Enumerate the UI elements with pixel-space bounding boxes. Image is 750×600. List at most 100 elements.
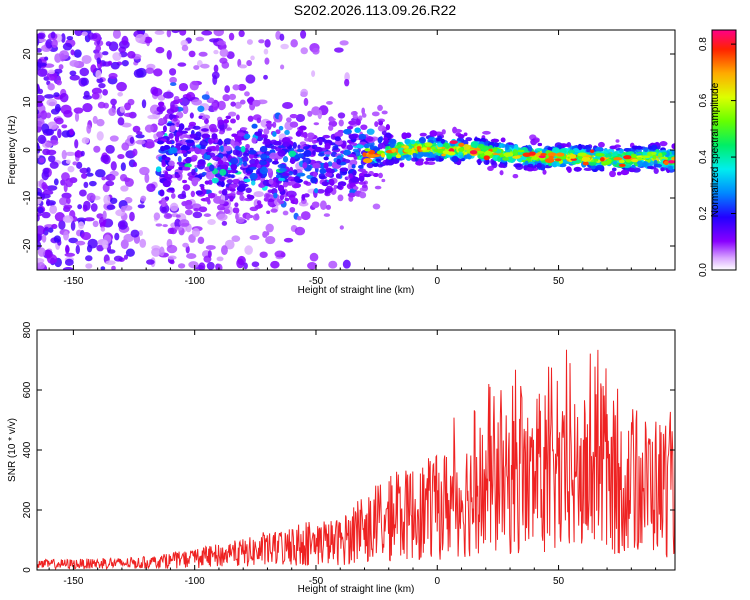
spectrogram-cell (613, 157, 623, 161)
spectrogram-cell (112, 30, 121, 39)
x-tick-label: 0 (434, 276, 440, 287)
spectrogram-cell (150, 86, 159, 95)
spectrogram-cell (278, 114, 283, 122)
spectrogram-cell (72, 161, 78, 166)
spectrogram-cell (313, 122, 320, 126)
spectrogram-cell (635, 152, 642, 157)
spectrogram-cell (232, 178, 241, 185)
spectrogram-cell (193, 208, 200, 212)
spectrogram-cell (484, 150, 493, 156)
spectrogram-cell (243, 262, 248, 270)
spectrogram-cell (441, 153, 446, 157)
x-tick-label: 0 (434, 576, 440, 587)
spectrogram-cell (499, 153, 505, 158)
spectrogram-cell (551, 147, 560, 154)
spectrogram-cell (263, 48, 269, 55)
spectrogram-cell (213, 49, 219, 55)
snr-y-ticks: 0 200 400 600 800 (22, 321, 675, 573)
spectrogram-cell (399, 162, 405, 168)
spectrogram-cell (352, 170, 357, 176)
colorbar-tick-label: 0.0 (698, 263, 709, 277)
spectrogram-cell (105, 144, 115, 154)
spectrogram-cell (37, 32, 46, 40)
spectrogram-cell (41, 234, 47, 243)
spectrogram-cell (254, 158, 260, 165)
spectrogram-cell (570, 158, 578, 161)
spectrogram-cell (631, 158, 639, 163)
spectrogram-cell (138, 230, 144, 236)
spectrogram-cell (249, 234, 260, 241)
spectrogram-cell (527, 163, 534, 168)
spectrogram-cell (245, 187, 252, 194)
spectrogram-y-ticks: -20 -10 0 10 20 (22, 48, 675, 253)
spectrogram-cell (566, 166, 572, 172)
spectrogram-cell (85, 255, 93, 262)
spectrogram-cell (136, 131, 143, 136)
spectrogram-cell (86, 192, 96, 202)
spectrogram-cell (37, 94, 45, 103)
spectrogram-cell (211, 103, 218, 107)
spectrogram-cell (230, 184, 239, 188)
spectrogram-cell (362, 170, 368, 174)
spectrogram-cell (166, 165, 175, 170)
spectrogram-cell (92, 33, 98, 40)
spectrogram-cell (53, 92, 60, 98)
spectrogram-cell (242, 160, 248, 167)
spectrogram-cell (184, 209, 193, 216)
spectrogram-cell (64, 258, 74, 266)
snr-x-ticks: -150 -100 -50 0 50 (48, 330, 657, 587)
spectrogram-cell (217, 138, 223, 146)
spectrogram-cell (178, 166, 184, 171)
spectrogram-cell (637, 156, 643, 161)
spectrogram-cell (274, 250, 286, 258)
spectrogram-cell (87, 238, 98, 249)
spectrogram-cell (96, 77, 104, 84)
spectrogram-cell (646, 165, 654, 170)
spectrogram-cell (120, 162, 126, 172)
colorbar: 0.0 0.2 0.4 0.6 0.8 Normalized spectral ampl… (698, 29, 737, 277)
spectrogram-cell (280, 64, 285, 70)
spectrogram-cell (296, 172, 306, 177)
spectrogram-cell (643, 147, 649, 153)
spectrogram-cell (185, 245, 190, 254)
spectrogram-cell (246, 171, 252, 175)
spectrogram-cell (490, 138, 500, 143)
spectrogram-cell (618, 163, 626, 168)
spectrogram-cell (144, 36, 153, 44)
spectrogram-cell (259, 167, 268, 175)
spectrogram-cell (328, 125, 334, 131)
spectrogram-cell (53, 178, 59, 186)
spectrogram-cell (100, 226, 106, 232)
spectrogram-cell (503, 152, 514, 157)
spectrogram-cell (103, 194, 111, 205)
spectrogram-cell (169, 202, 179, 212)
spectrogram-cell (228, 111, 237, 117)
spectrogram-cell (54, 212, 65, 222)
spectrogram-cell (473, 137, 481, 142)
snr-y-label: SNR (10 * v/v) (7, 418, 18, 482)
spectrogram-cell (284, 129, 290, 135)
spectrogram-cell (226, 51, 235, 60)
spectrogram-cell (61, 124, 68, 129)
spectrogram-cell (424, 142, 433, 147)
y-tick-label: 10 (22, 96, 33, 108)
spectrogram-cell (235, 114, 240, 121)
spectrogram-cell (201, 171, 207, 176)
spectrogram-cell (325, 204, 332, 210)
spectrogram-cell (182, 104, 189, 115)
spectrogram-cell (45, 38, 53, 49)
spectrogram-cell (63, 109, 73, 118)
spectrogram-cell (74, 30, 83, 37)
y-tick-label: 400 (22, 441, 33, 458)
spectrogram-cell (169, 147, 178, 154)
spectrogram-cell (288, 194, 296, 202)
spectrogram-cell (188, 121, 197, 127)
spectrogram-cell (211, 133, 218, 140)
y-tick-label: 0 (22, 567, 33, 573)
spectrogram-cell (200, 144, 206, 150)
spectrogram-cell (207, 192, 216, 199)
spectrogram-cell (37, 47, 42, 53)
spectrogram-cell (243, 178, 251, 183)
spectrogram-cell (349, 159, 358, 166)
spectrogram-cell (205, 154, 211, 160)
